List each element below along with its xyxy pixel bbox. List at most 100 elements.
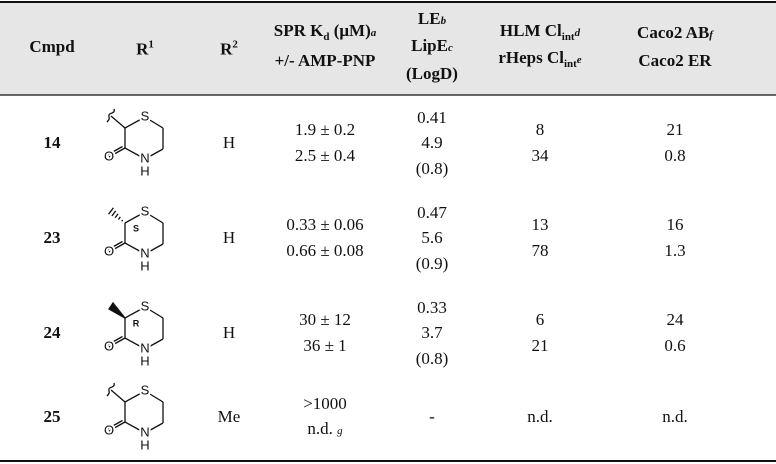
sub-segment: int (561, 30, 575, 43)
bond (124, 421, 146, 434)
cell-line: 0.6 (664, 335, 686, 355)
bond (124, 390, 146, 403)
wedge-bond (108, 301, 126, 319)
cell-line: >1000 (303, 394, 347, 414)
sub-segment: d (323, 30, 330, 43)
cell-line: 13 (531, 215, 549, 235)
atom-label: N (140, 424, 149, 439)
text-segment: R (220, 39, 233, 59)
bond (144, 148, 164, 160)
cell-line: LipEc (411, 36, 453, 58)
bond (110, 115, 126, 129)
bond (108, 421, 126, 432)
cell-line: Caco2 ABf (637, 23, 713, 45)
cell-line: SPR Kd (μM)a (274, 20, 376, 46)
cell-line: (LogD) (406, 64, 458, 84)
bond (124, 211, 146, 224)
bond (144, 390, 164, 403)
note-segment: b (440, 15, 447, 27)
cell-line: H (222, 228, 236, 247)
note-segment: f (709, 28, 713, 41)
bond (124, 306, 146, 319)
text-segment: (μM) (329, 20, 371, 40)
cell-line: 0.33 ± 0.06 (286, 215, 364, 235)
text-segment: R (136, 39, 149, 59)
cell-line: rHeps Clinte (498, 47, 581, 73)
cell-line: R1 (136, 35, 154, 60)
cell-line: 0.8 (664, 145, 686, 165)
cell-line: - (429, 407, 435, 426)
cell-line: 0.66 ± 0.08 (286, 240, 364, 260)
cell-line: 4.9 (421, 133, 443, 152)
cell-line: Cmpd (29, 37, 74, 57)
cell-line: n.d. (662, 407, 688, 426)
atom-label: O (104, 422, 114, 437)
sup-segment: 1 (148, 38, 154, 51)
bond (108, 147, 126, 158)
atom-label: O (104, 148, 114, 163)
bond (144, 338, 164, 350)
stereo-label: R (133, 318, 140, 328)
cell-line: 30 ± 12 (299, 310, 351, 330)
cell-line: 23 (43, 228, 61, 247)
cell-line: H (222, 323, 236, 342)
hash-bond (117, 216, 121, 220)
cell-line: 0.47 (417, 202, 447, 222)
cell-line: 25 (43, 407, 61, 426)
cell-line: +/- AMP-PNP (275, 51, 376, 71)
hash-bond (114, 213, 119, 219)
cell-line: (0.8) (415, 158, 449, 178)
hash-bond (108, 207, 114, 215)
atom-label: N (140, 245, 149, 260)
cell-line: 14 (43, 133, 61, 152)
note-segment: a (370, 26, 377, 39)
cell-line: 0.41 (417, 107, 447, 127)
note-segment: g (337, 424, 343, 437)
text-segment: Cmpd (29, 37, 75, 56)
bond (110, 389, 126, 403)
cell-line: 1.9 ± 0.2 (294, 120, 356, 140)
bond (108, 337, 126, 348)
cell-line: n.d. g (307, 419, 342, 441)
note-segment: c (447, 42, 453, 54)
atom-label: O (104, 243, 114, 258)
squiggle (106, 108, 115, 123)
cell-line: R2 (220, 35, 238, 60)
stereo-label: S (133, 223, 139, 233)
sup-segment: 2 (232, 38, 238, 51)
cell-line: 21 (666, 120, 684, 140)
bond (144, 306, 164, 319)
cell-line: 3.7 (421, 323, 443, 342)
text-segment: n.d. (307, 418, 338, 438)
atom-label: H (140, 163, 149, 178)
hash-bond (121, 219, 124, 222)
cell-line: 24 (666, 310, 684, 330)
atom-label: S (141, 203, 150, 218)
atom-label: H (140, 353, 149, 368)
atom-label: H (140, 437, 149, 452)
bond (144, 422, 164, 434)
bond (124, 242, 146, 255)
bond (144, 116, 164, 129)
sub-segment: int (563, 57, 577, 70)
bond (144, 243, 164, 255)
bond (106, 240, 123, 252)
cell-line: LEb (418, 9, 446, 31)
bond (106, 335, 123, 347)
atom-label: N (140, 150, 149, 165)
text-segment: Caco2 ER (638, 50, 712, 70)
bond (124, 147, 146, 160)
cell-line: 36 ± 1 (303, 335, 347, 355)
text-segment: Caco2 AB (637, 22, 710, 42)
text-segment: LE (417, 9, 441, 28)
squiggle (106, 382, 115, 397)
cell-line: 78 (531, 240, 549, 260)
text-segment: (LogD) (406, 64, 458, 83)
cell-line: H (222, 133, 236, 152)
bond (108, 242, 126, 253)
text-segment: rHeps Cl (498, 47, 564, 67)
atom-label: S (141, 298, 150, 313)
atom-label: S (141, 382, 150, 397)
